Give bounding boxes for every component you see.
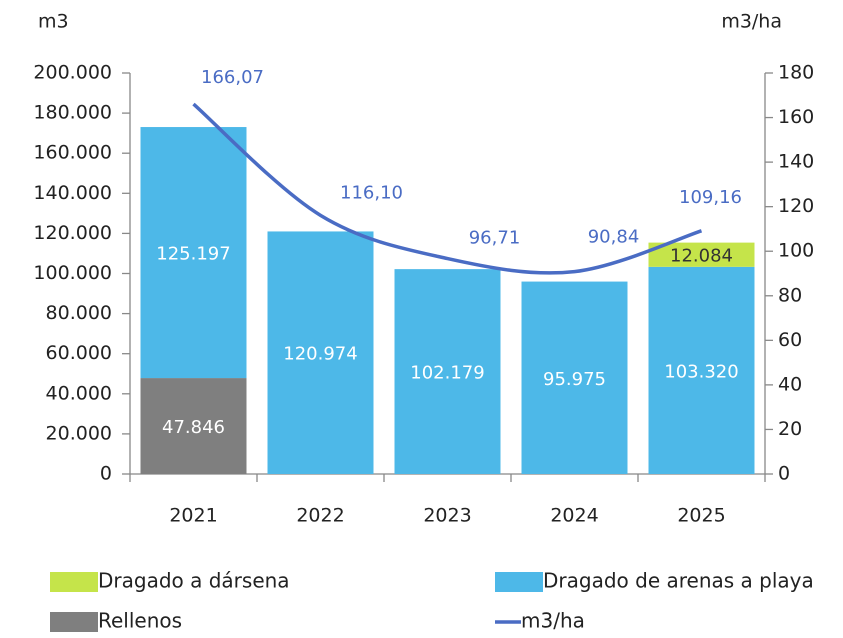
y2-tick-label: 80 [778,284,802,306]
y-tick-label: 180.000 [33,102,112,124]
bar-segment [394,269,501,474]
bar-segment [267,231,374,474]
legend-label: Dragado de arenas a playa [543,569,814,593]
line-label: 96,71 [469,228,521,249]
legend-label: m3/ha [521,609,585,633]
y-tick-label: 140.000 [33,182,112,204]
x-tick-label: 2021 [169,505,217,527]
y-tick-label: 60.000 [46,342,112,364]
data-label: 102.179 [410,363,484,384]
y2-tick-label: 180 [778,62,814,84]
y2-tick-label: 140 [778,151,814,173]
legend-swatch [495,572,543,592]
y2-axis-label: m3/ha [721,11,782,33]
y-tick-label: 120.000 [33,222,112,244]
data-label: 120.974 [283,344,357,365]
y2-tick-label: 20 [778,418,802,440]
y-tick-label: 20.000 [46,422,112,444]
y-axis-label: m3 [38,11,69,33]
y-tick-label: 100.000 [33,262,112,284]
y-tick-label: 200.000 [33,62,112,84]
bar-segment [140,127,247,379]
y2-tick-label: 40 [778,373,802,395]
y2-tick-label: 100 [778,240,814,262]
y2-tick-label: 160 [778,106,814,128]
y-tick-label: 160.000 [33,142,112,164]
y-tick-label: 40.000 [46,382,112,404]
y2-tick-label: 120 [778,195,814,217]
x-tick-label: 2025 [677,505,725,527]
y-tick-label: 80.000 [46,302,112,324]
legend-label: Rellenos [98,609,182,633]
y2-tick-label: 0 [778,463,790,485]
x-tick-label: 2023 [423,505,471,527]
y2-tick-label: 60 [778,329,802,351]
legend-swatch [50,612,98,632]
bar-segment [521,281,628,474]
data-label: 125.197 [156,244,230,265]
data-label: 95.975 [543,369,606,390]
data-label: 103.320 [664,361,738,382]
bar-segment [140,378,247,474]
line-label: 116,10 [340,182,403,203]
line-label: 166,07 [201,67,264,88]
bar-segment [648,266,755,474]
x-tick-label: 2022 [296,505,344,527]
legend-swatch [50,572,98,592]
y-tick-label: 0 [100,463,112,485]
line-label: 109,16 [679,187,742,208]
line-label: 90,84 [588,227,640,248]
x-tick-label: 2024 [550,505,598,527]
data-label: 47.846 [162,417,225,438]
legend-label: Dragado a dársena [98,569,290,593]
bar-segment [648,242,755,267]
data-label: 12.084 [670,246,733,267]
line [192,102,703,275]
